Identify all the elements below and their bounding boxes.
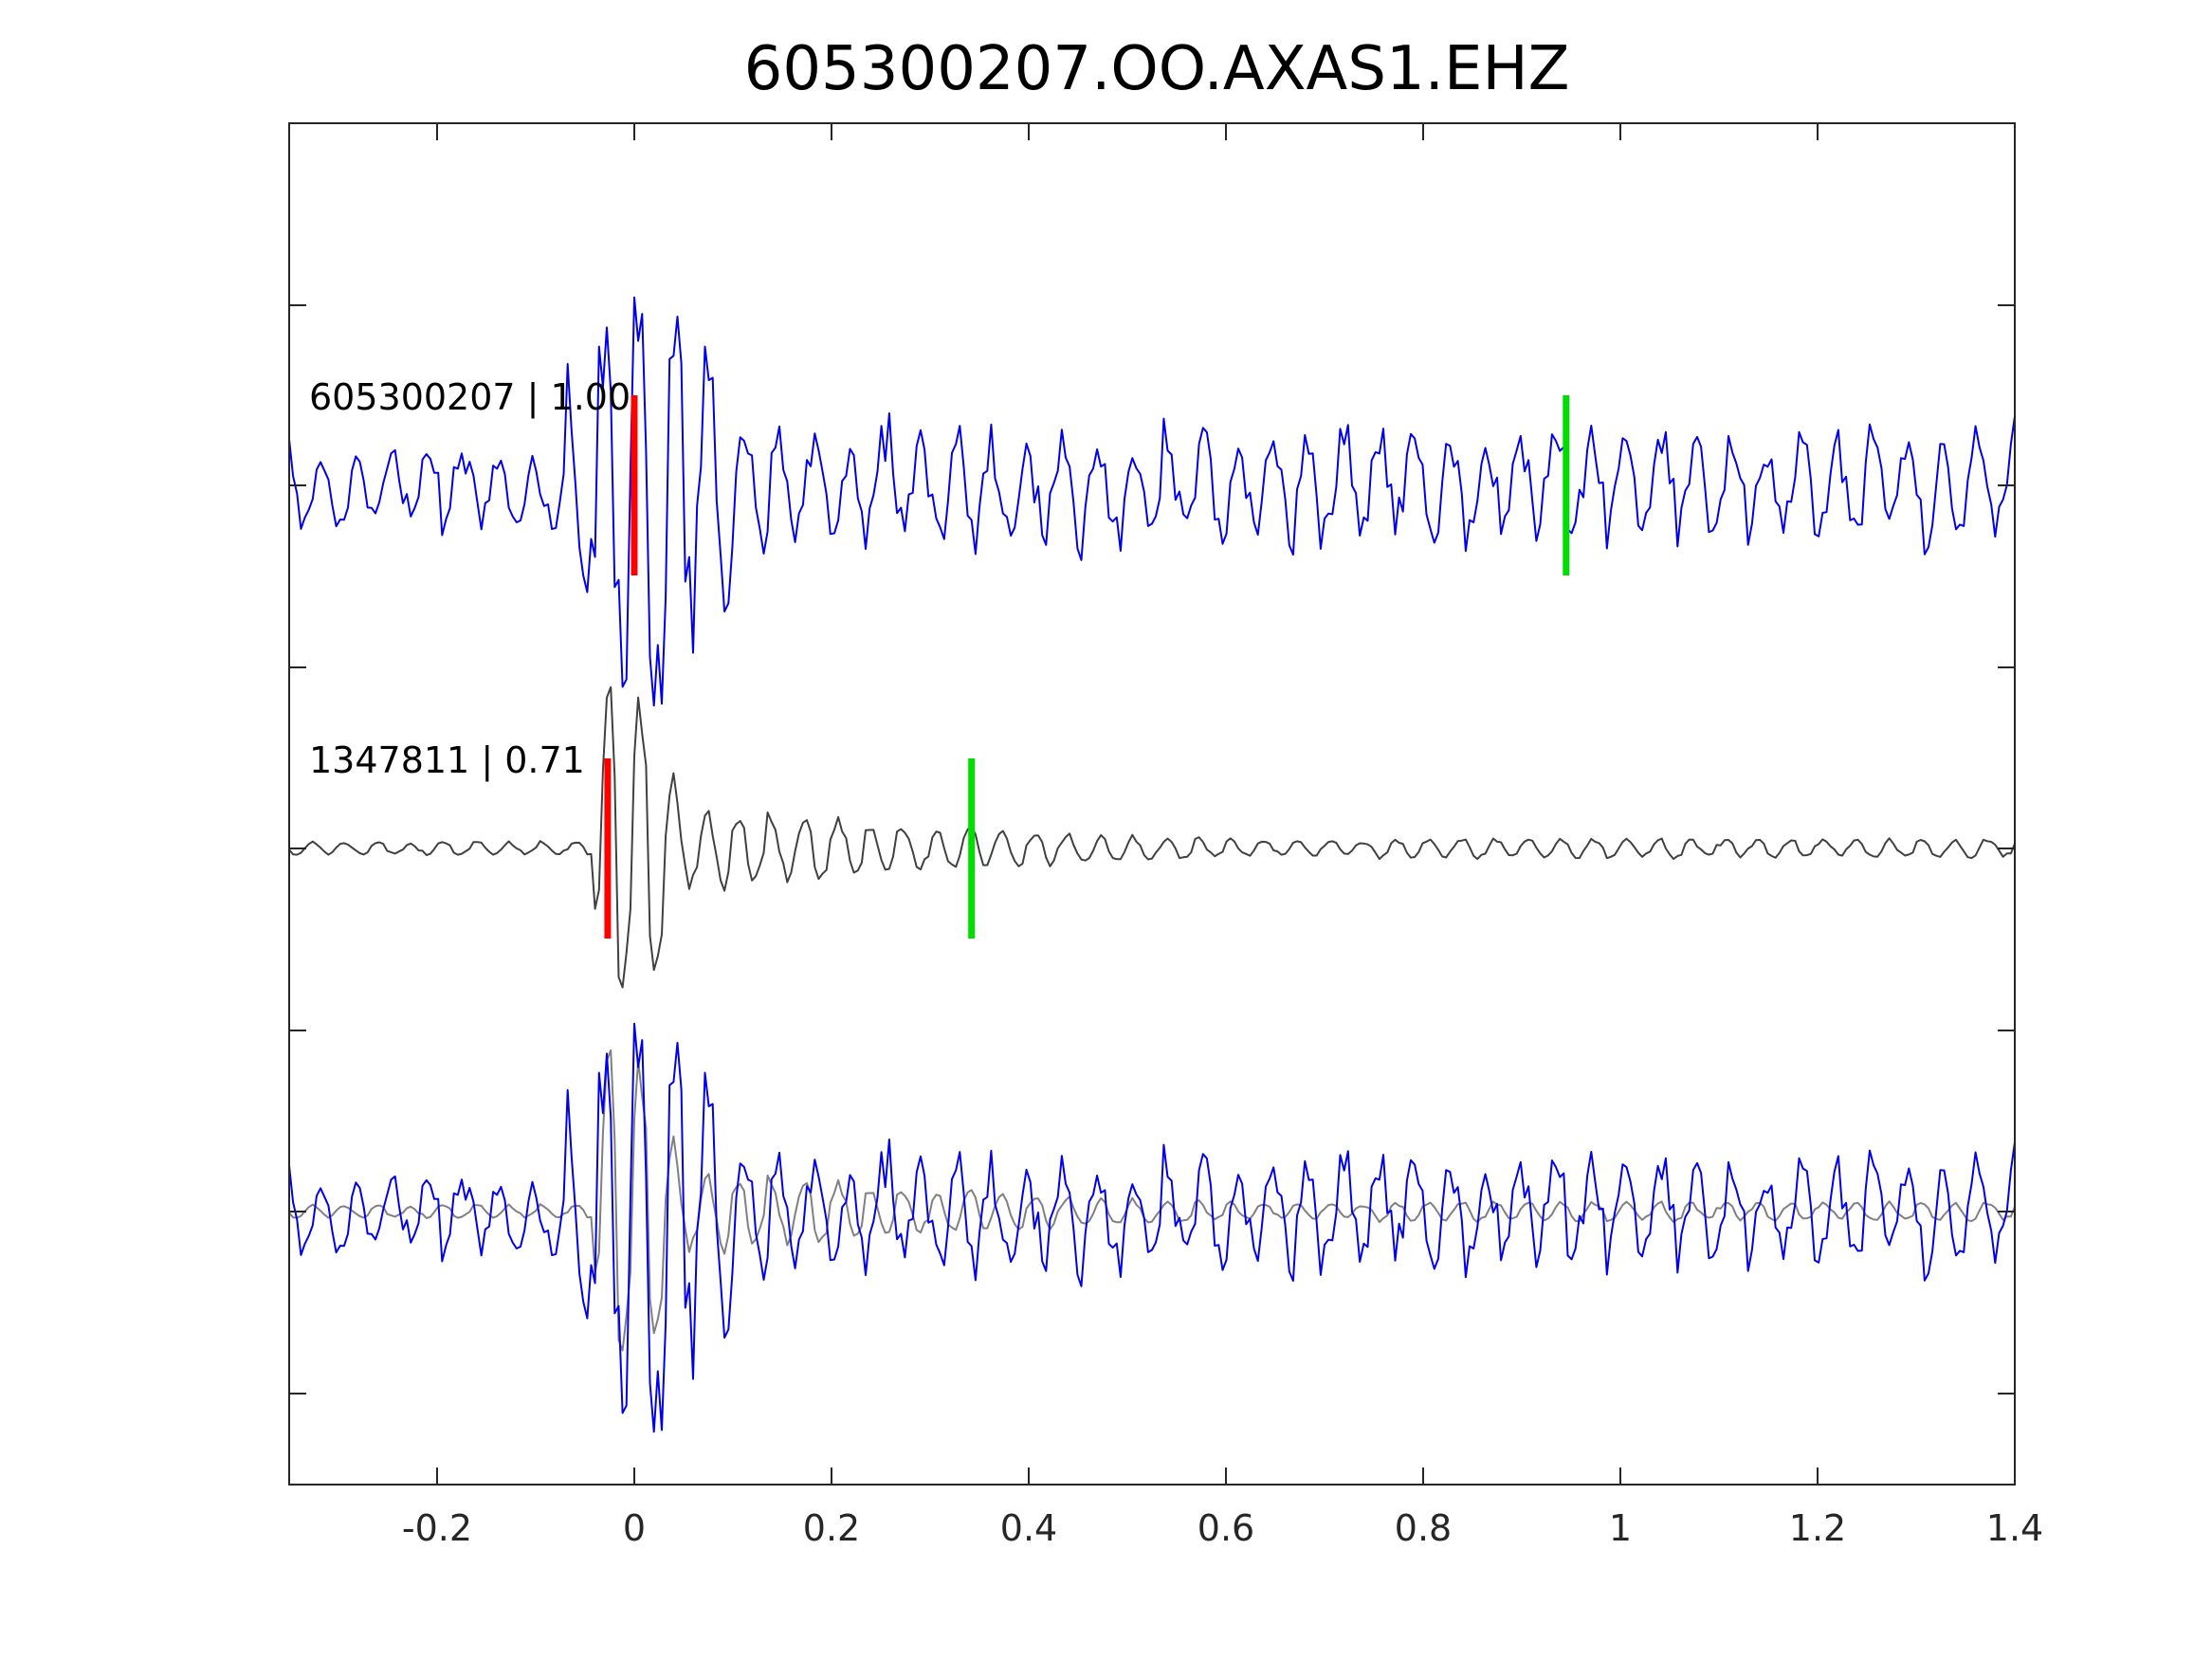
y-ticks: [289, 304, 2015, 1395]
chart-title: 605300207.OO.AXAS1.EHZ: [744, 34, 1570, 104]
x-tick-label: 1: [1609, 1507, 1632, 1549]
x-tick-label: 0.8: [1395, 1507, 1452, 1549]
x-ticks: -0.2 0 0.2 0.4 0.6 0.8 1 1.2 1.4: [402, 123, 2043, 1549]
overlay-template-trace: [288, 1022, 2016, 1433]
x-tick-label: 0.2: [803, 1507, 860, 1549]
x-tick-label: 1.4: [1986, 1507, 2043, 1549]
match-trace: [288, 685, 2016, 989]
trace-label-match: 1347811 | 0.71: [309, 739, 585, 782]
plot-frame: [288, 122, 2016, 1486]
x-tick-label: -0.2: [402, 1507, 472, 1549]
x-tick-label: 0.6: [1197, 1507, 1254, 1549]
x-tick-label: 0.4: [1000, 1507, 1057, 1549]
x-tick-label: 0: [623, 1507, 646, 1549]
template-trace: [288, 296, 2016, 707]
overlay-match-trace: [288, 1048, 2016, 1352]
x-tick-label: 1.2: [1789, 1507, 1846, 1549]
waveform-traces: [288, 296, 2016, 1433]
trace-label-template: 605300207 | 1.00: [309, 376, 631, 419]
phase-picks: [604, 395, 1570, 939]
